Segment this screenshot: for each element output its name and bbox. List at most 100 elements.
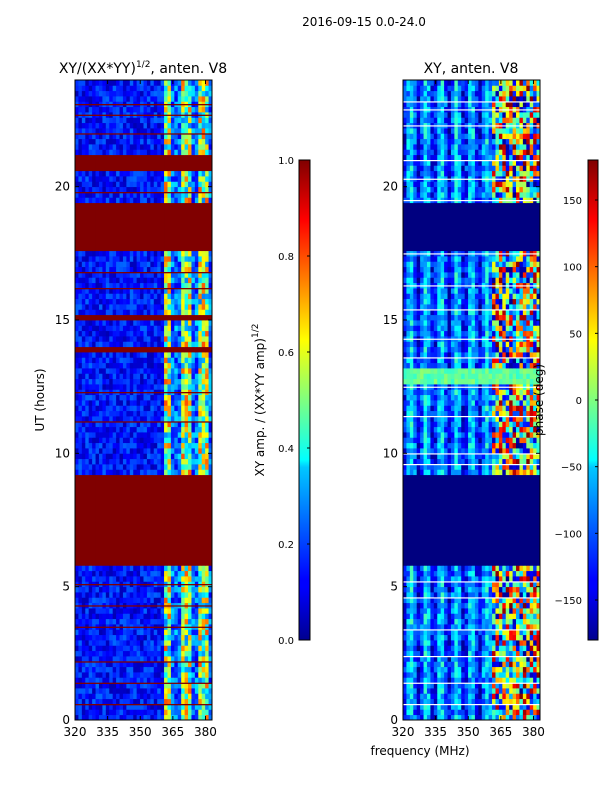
heatmap-cell [150, 186, 155, 193]
heatmap-cell [81, 442, 86, 449]
heatmap-cell [184, 165, 189, 172]
heatmap-cell [191, 469, 196, 476]
heatmap-cell [509, 709, 513, 716]
heatmap-cell [85, 106, 90, 113]
heatmap-cell [167, 122, 172, 129]
heatmap-cell [205, 304, 209, 310]
heatmap-cell [174, 496, 179, 502]
heatmap-cell [78, 474, 83, 481]
heatmap-cell [153, 421, 158, 428]
heatmap-cell [194, 144, 199, 150]
heatmap-cell [140, 90, 144, 97]
heatmap-cell [119, 469, 124, 476]
heatmap-cell [170, 128, 175, 134]
heatmap-cell [177, 272, 182, 278]
heatmap-cell [437, 709, 442, 716]
heatmap-cell [430, 714, 435, 721]
heatmap-cell [184, 192, 189, 198]
heatmap-cell [102, 229, 107, 236]
heatmap-cell [95, 314, 100, 321]
heatmap-cell [133, 709, 138, 716]
heatmap-cell [150, 330, 155, 337]
heatmap-cell [201, 661, 206, 668]
heatmap-cell [81, 229, 86, 236]
heatmap-cell [75, 538, 79, 545]
heatmap-cell [164, 320, 168, 326]
heatmap-cell [95, 528, 100, 534]
heatmap-cell [95, 565, 100, 572]
heatmap-cell [184, 202, 189, 209]
heatmap-cell [181, 560, 185, 566]
heatmap-cell [102, 218, 107, 225]
heatmap-cell [95, 176, 100, 182]
heatmap-cell [143, 368, 148, 374]
heatmap-cell [167, 341, 172, 348]
heatmap-cell [133, 501, 138, 508]
heatmap-cell [188, 677, 192, 684]
heatmap-cell [85, 362, 90, 369]
heatmap-cell [174, 554, 179, 561]
heatmap-cell [150, 202, 155, 209]
heatmap-cell [112, 250, 117, 257]
heatmap-cell [116, 528, 120, 534]
heatmap-cell [119, 293, 124, 300]
heatmap-cell [150, 586, 155, 593]
heatmap-cell [174, 192, 179, 198]
heatmap-cell [116, 304, 120, 310]
heatmap-cell [153, 288, 158, 294]
heatmap-cell [167, 325, 172, 332]
heatmap-cell [122, 682, 127, 689]
heatmap-cell [157, 501, 162, 508]
left-panel-title: XY/(XX*YY)1/2, anten. V8 [59, 60, 227, 77]
heatmap-cell [519, 714, 524, 721]
heatmap-cell [122, 277, 127, 284]
heatmap-cell [188, 320, 192, 326]
heatmap-cell [75, 384, 79, 390]
heatmap-cell [126, 336, 131, 342]
heatmap-cell [78, 517, 83, 524]
heatmap-cell [140, 570, 144, 577]
heatmap-cell [78, 640, 83, 646]
heatmap-cell [92, 197, 96, 204]
heatmap-cell [98, 229, 103, 236]
heatmap-cell [119, 656, 124, 662]
heatmap-cell [75, 570, 79, 577]
heatmap-cell [81, 378, 86, 385]
heatmap-cell [201, 266, 206, 273]
heatmap-cell [181, 666, 185, 673]
heatmap-cell [181, 474, 185, 481]
heatmap-cell [146, 677, 151, 684]
heatmap-cell [102, 240, 107, 246]
heatmap-cell [129, 192, 134, 198]
heatmap-cell [191, 346, 196, 353]
heatmap-cell [188, 394, 192, 401]
heatmap-cell [109, 362, 114, 369]
heatmap-cell [170, 453, 175, 460]
heatmap-cell [109, 512, 114, 518]
heatmap-cell [126, 208, 131, 214]
heatmap-cell [194, 346, 199, 353]
heatmap-cell [140, 336, 144, 342]
heatmap-cell [109, 586, 114, 593]
heatmap-cell [181, 709, 185, 716]
heatmap-cell [454, 709, 459, 716]
heatmap-cell [92, 352, 96, 358]
heatmap-cell [75, 314, 79, 321]
heatmap-cell [140, 224, 144, 230]
heatmap-cell [188, 437, 192, 444]
heatmap-cell [184, 266, 189, 273]
heatmap-cell [167, 208, 172, 214]
heatmap-cell [78, 192, 83, 198]
heatmap-cell [164, 288, 168, 294]
heatmap-cell [191, 362, 196, 369]
heatmap-cell [116, 256, 120, 262]
heatmap-cell [181, 394, 185, 401]
heatmap-cell [105, 560, 110, 566]
heatmap-cell [194, 496, 199, 502]
heatmap-cell [133, 154, 138, 161]
heatmap-cell [201, 165, 206, 172]
heatmap-cell [164, 224, 168, 230]
heatmap-cell [81, 384, 86, 390]
heatmap-cell [88, 266, 93, 273]
heatmap-cell [109, 549, 114, 556]
